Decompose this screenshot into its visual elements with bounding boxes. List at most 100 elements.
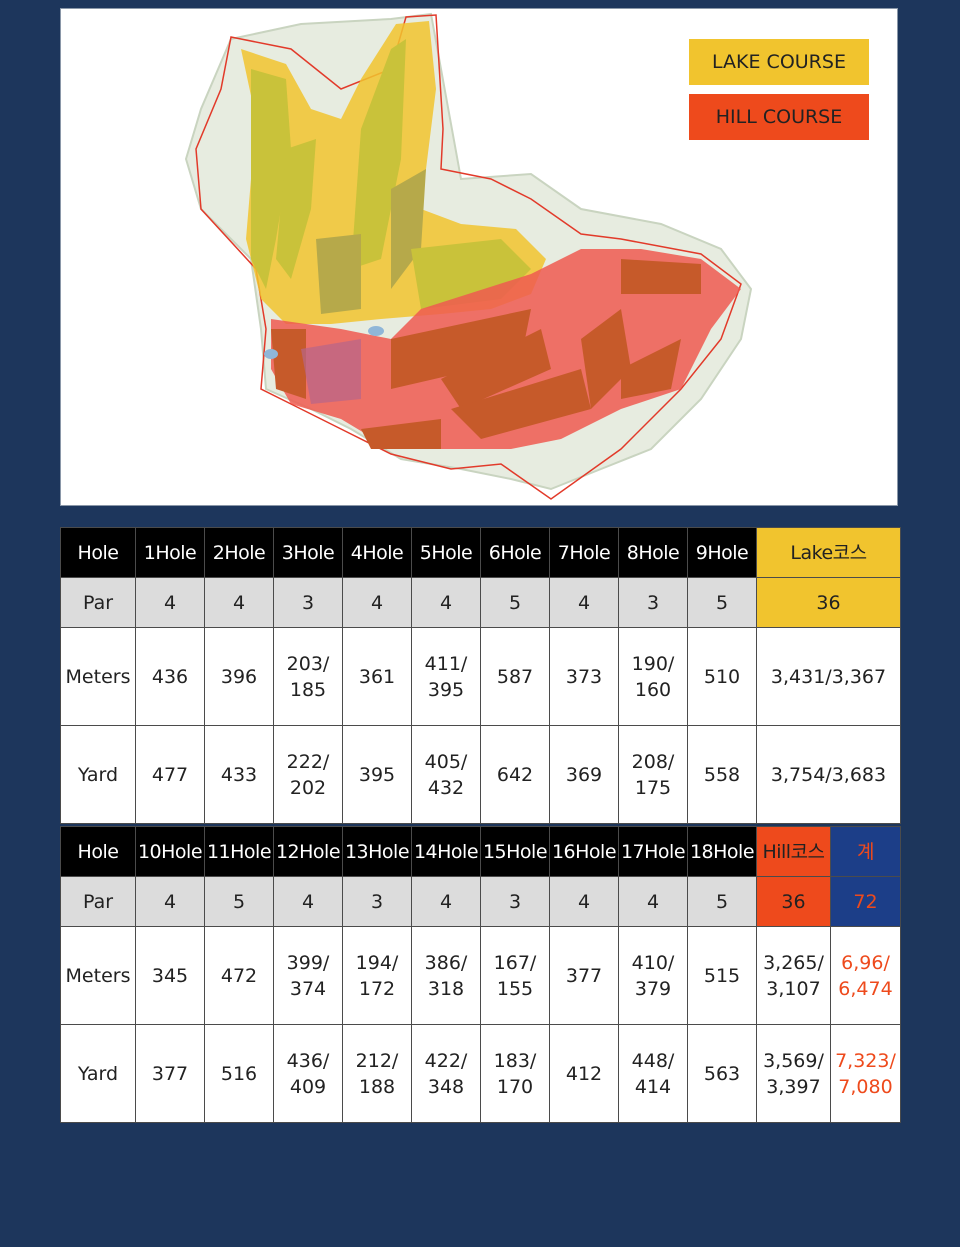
- yard-cell: 212/188: [342, 1024, 412, 1123]
- meters-cell: 515: [687, 926, 757, 1025]
- header-cell: Hole: [60, 826, 136, 877]
- header-cell: 12Hole: [273, 826, 343, 877]
- par-cell: 3: [618, 577, 688, 628]
- meters-cell: 361: [342, 627, 412, 726]
- grand-meters-total: 6,96/6,474: [830, 926, 901, 1025]
- yard-cell: 183/170: [480, 1024, 550, 1123]
- back-header-row: Hole 10Hole 11Hole 12Hole 13Hole 14Hole …: [60, 826, 901, 877]
- back-meters-row: Meters 345 472 399/374 194/172 386/318 1…: [60, 926, 901, 1025]
- par-cell: 4: [618, 876, 688, 927]
- par-cell: 3: [342, 876, 412, 927]
- header-cell: 8Hole: [618, 527, 688, 578]
- grand-par-total: 72: [830, 876, 901, 927]
- header-cell: 6Hole: [480, 527, 550, 578]
- yard-cell: 405/432: [411, 725, 481, 824]
- par-cell: 4: [549, 876, 619, 927]
- par-cell: 4: [411, 577, 481, 628]
- yard-cell: 642: [480, 725, 550, 824]
- hill-yard-total: 3,569/3,397: [756, 1024, 831, 1123]
- meters-cell: 190/160: [618, 627, 688, 726]
- header-cell: 1Hole: [135, 527, 205, 578]
- par-cell: 4: [135, 876, 205, 927]
- front-header-row: Hole 1Hole 2Hole 3Hole 4Hole 5Hole 6Hole…: [60, 527, 901, 578]
- par-cell: 3: [480, 876, 550, 927]
- header-cell: 3Hole: [273, 527, 343, 578]
- meters-label: Meters: [60, 926, 136, 1025]
- meters-cell: 396: [204, 627, 274, 726]
- par-label: Par: [60, 876, 136, 927]
- hill-meters-total: 3,265/3,107: [756, 926, 831, 1025]
- meters-cell: 472: [204, 926, 274, 1025]
- header-cell: 5Hole: [411, 527, 481, 578]
- par-cell: 3: [273, 577, 343, 628]
- yard-label: Yard: [60, 1024, 136, 1123]
- meters-cell: 345: [135, 926, 205, 1025]
- yard-cell: 222/202: [273, 725, 343, 824]
- grand-total-header: 계: [830, 826, 901, 877]
- yard-cell: 563: [687, 1024, 757, 1123]
- par-cell: 5: [204, 876, 274, 927]
- front-meters-row: Meters 436 396 203/185 361 411/395 587 3…: [60, 627, 901, 726]
- legend-hill-course: HILL COURSE: [689, 94, 869, 140]
- yard-label: Yard: [60, 725, 136, 824]
- meters-cell: 194/172: [342, 926, 412, 1025]
- meters-cell: 587: [480, 627, 550, 726]
- meters-cell: 411/395: [411, 627, 481, 726]
- yard-cell: 412: [549, 1024, 619, 1123]
- yard-cell: 208/175: [618, 725, 688, 824]
- header-cell: 14Hole: [411, 826, 481, 877]
- lake-yard-total: 3,754/3,683: [756, 725, 901, 824]
- meters-label: Meters: [60, 627, 136, 726]
- header-cell: 7Hole: [549, 527, 619, 578]
- front-nine-scorecard: Hole 1Hole 2Hole 3Hole 4Hole 5Hole 6Hole…: [60, 527, 901, 824]
- yard-cell: 433: [204, 725, 274, 824]
- yard-cell: 477: [135, 725, 205, 824]
- yard-cell: 377: [135, 1024, 205, 1123]
- par-cell: 5: [687, 876, 757, 927]
- meters-cell: 203/185: [273, 627, 343, 726]
- hill-course-header: Hill코스: [756, 826, 831, 877]
- header-cell: 13Hole: [342, 826, 412, 877]
- lake-meters-total: 3,431/3,367: [756, 627, 901, 726]
- lake-par-total: 36: [756, 577, 901, 628]
- meters-cell: 167/155: [480, 926, 550, 1025]
- course-map: LAKE COURSE HILL COURSE: [60, 8, 898, 506]
- header-cell: Hole: [60, 527, 136, 578]
- header-cell: 9Hole: [687, 527, 757, 578]
- meters-cell: 386/318: [411, 926, 481, 1025]
- header-cell: 11Hole: [204, 826, 274, 877]
- header-cell: 2Hole: [204, 527, 274, 578]
- header-cell: 10Hole: [135, 826, 205, 877]
- lake-course-header: Lake코스: [756, 527, 901, 578]
- meters-cell: 373: [549, 627, 619, 726]
- header-cell: 4Hole: [342, 527, 412, 578]
- meters-cell: 410/379: [618, 926, 688, 1025]
- course-map-illustration: [184, 12, 753, 500]
- back-yard-row: Yard 377 516 436/409 212/188 422/348 183…: [60, 1024, 901, 1123]
- header-cell: 18Hole: [687, 826, 757, 877]
- yard-cell: 558: [687, 725, 757, 824]
- par-cell: 4: [273, 876, 343, 927]
- grand-yard-total: 7,323/7,080: [830, 1024, 901, 1123]
- front-par-row: Par 4 4 3 4 4 5 4 3 5 36: [60, 577, 901, 628]
- header-cell: 15Hole: [480, 826, 550, 877]
- yard-cell: 516: [204, 1024, 274, 1123]
- yard-cell: 436/409: [273, 1024, 343, 1123]
- par-cell: 5: [480, 577, 550, 628]
- meters-cell: 377: [549, 926, 619, 1025]
- par-cell: 4: [411, 876, 481, 927]
- par-label: Par: [60, 577, 136, 628]
- par-cell: 4: [549, 577, 619, 628]
- par-cell: 5: [687, 577, 757, 628]
- par-cell: 4: [135, 577, 205, 628]
- header-cell: 16Hole: [549, 826, 619, 877]
- front-yard-row: Yard 477 433 222/202 395 405/432 642 369…: [60, 725, 901, 824]
- yard-cell: 369: [549, 725, 619, 824]
- yard-cell: 448/414: [618, 1024, 688, 1123]
- hill-par-total: 36: [756, 876, 831, 927]
- meters-cell: 436: [135, 627, 205, 726]
- par-cell: 4: [204, 577, 274, 628]
- back-nine-scorecard: Hole 10Hole 11Hole 12Hole 13Hole 14Hole …: [60, 826, 901, 1123]
- meters-cell: 399/374: [273, 926, 343, 1025]
- header-cell: 17Hole: [618, 826, 688, 877]
